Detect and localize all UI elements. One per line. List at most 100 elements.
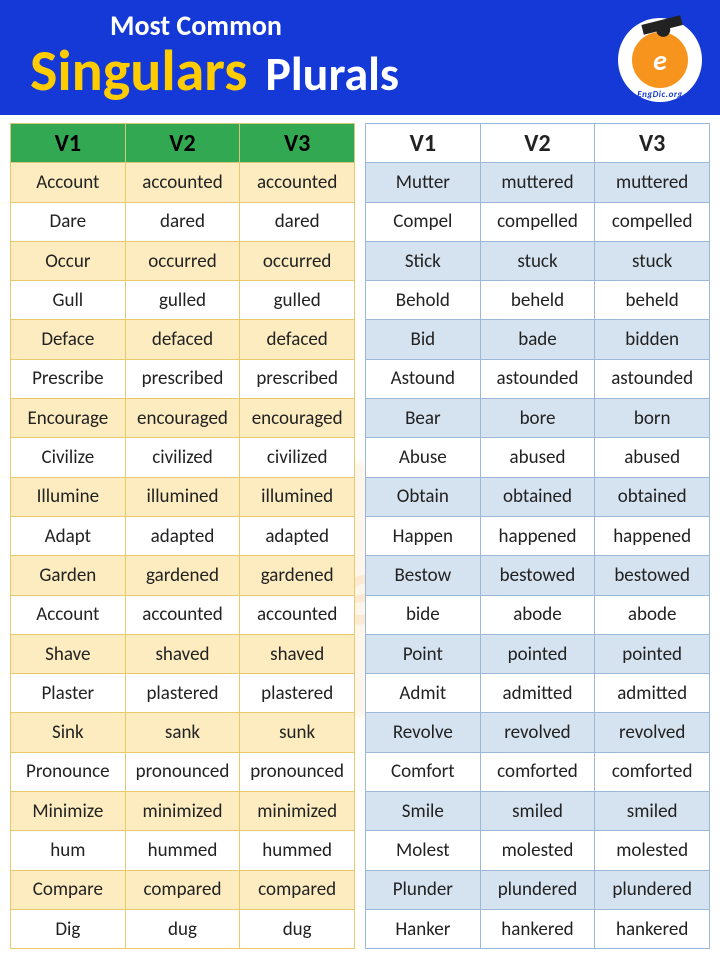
table-cell: Mutter bbox=[366, 163, 481, 202]
table-cell: adapted bbox=[240, 516, 355, 555]
table-cell: shaved bbox=[125, 634, 240, 673]
table-cell: Admit bbox=[366, 674, 481, 713]
table-row: Revolverevolvedrevolved bbox=[366, 713, 710, 752]
table-cell: Molest bbox=[366, 831, 481, 870]
table-cell: pointed bbox=[595, 634, 710, 673]
table-cell: plundered bbox=[480, 870, 595, 909]
table-cell: Plaster bbox=[11, 674, 126, 713]
table-cell: abode bbox=[480, 595, 595, 634]
table-row: Adaptadaptedadapted bbox=[11, 516, 355, 555]
table-cell: defaced bbox=[240, 320, 355, 359]
col-header: V1 bbox=[11, 124, 126, 163]
tables-container: V1 V2 V3 AccountaccountedaccountedDareda… bbox=[0, 115, 720, 959]
table-cell: plastered bbox=[125, 674, 240, 713]
table-cell: occurred bbox=[240, 241, 355, 280]
table-cell: pronounced bbox=[240, 752, 355, 791]
table-row: Stickstuckstuck bbox=[366, 241, 710, 280]
table-cell: defaced bbox=[125, 320, 240, 359]
table-cell: comforted bbox=[595, 752, 710, 791]
table-row: Pronouncepronouncedpronounced bbox=[11, 752, 355, 791]
table-cell: sunk bbox=[240, 713, 355, 752]
table-cell: gulled bbox=[240, 281, 355, 320]
table-cell: beheld bbox=[480, 281, 595, 320]
table-cell: compared bbox=[125, 870, 240, 909]
table-row: Abuseabusedabused bbox=[366, 438, 710, 477]
table-cell: dug bbox=[240, 909, 355, 948]
table-cell: Stick bbox=[366, 241, 481, 280]
table-cell: Civilize bbox=[11, 438, 126, 477]
table-cell: civilized bbox=[125, 438, 240, 477]
table-cell: Bestow bbox=[366, 556, 481, 595]
table-cell: encouraged bbox=[125, 399, 240, 438]
logo-badge: www. EngDic.org e bbox=[618, 18, 702, 102]
table-cell: Hanker bbox=[366, 909, 481, 948]
table-cell: civilized bbox=[240, 438, 355, 477]
table-cell: gulled bbox=[125, 281, 240, 320]
table-cell: compelled bbox=[480, 202, 595, 241]
table-cell: minimized bbox=[125, 792, 240, 831]
table-cell: muttered bbox=[595, 163, 710, 202]
table-row: Defacedefaceddefaced bbox=[11, 320, 355, 359]
table-cell: Compel bbox=[366, 202, 481, 241]
title-singulars: Singulars bbox=[30, 35, 247, 106]
table-cell: Garden bbox=[11, 556, 126, 595]
table-cell: pointed bbox=[480, 634, 595, 673]
table-cell: Illumine bbox=[11, 477, 126, 516]
table-cell: revolved bbox=[480, 713, 595, 752]
table-row: Molestmolestedmolested bbox=[366, 831, 710, 870]
table-row: humhummedhummed bbox=[11, 831, 355, 870]
table-row: Muttermutteredmuttered bbox=[366, 163, 710, 202]
table-cell: astounded bbox=[595, 359, 710, 398]
table-cell: prescribed bbox=[240, 359, 355, 398]
table-cell: bore bbox=[480, 399, 595, 438]
table-row: Minimizeminimizedminimized bbox=[11, 792, 355, 831]
table-cell: revolved bbox=[595, 713, 710, 752]
table-cell: Minimize bbox=[11, 792, 126, 831]
table-cell: Revolve bbox=[366, 713, 481, 752]
table-cell: astounded bbox=[480, 359, 595, 398]
table-cell: dared bbox=[125, 202, 240, 241]
table-cell: accounted bbox=[125, 163, 240, 202]
table-row: Sinksanksunk bbox=[11, 713, 355, 752]
table-cell: Smile bbox=[366, 792, 481, 831]
table-cell: Account bbox=[11, 163, 126, 202]
table-cell: Adapt bbox=[11, 516, 126, 555]
table-row: Hankerhankeredhankered bbox=[366, 909, 710, 948]
table-cell: abused bbox=[595, 438, 710, 477]
col-header: V3 bbox=[240, 124, 355, 163]
table-cell: Occur bbox=[11, 241, 126, 280]
table-cell: Bid bbox=[366, 320, 481, 359]
table-cell: compelled bbox=[595, 202, 710, 241]
table-row: Happenhappenedhappened bbox=[366, 516, 710, 555]
table-row: Comfortcomfortedcomforted bbox=[366, 752, 710, 791]
table-cell: shaved bbox=[240, 634, 355, 673]
table-row: Gullgulledgulled bbox=[11, 281, 355, 320]
table-cell: Obtain bbox=[366, 477, 481, 516]
left-table: V1 V2 V3 AccountaccountedaccountedDareda… bbox=[10, 123, 355, 949]
table-cell: Account bbox=[11, 595, 126, 634]
left-header-row: V1 V2 V3 bbox=[11, 124, 355, 163]
table-cell: born bbox=[595, 399, 710, 438]
table-cell: beheld bbox=[595, 281, 710, 320]
table-cell: happened bbox=[595, 516, 710, 555]
table-cell: gardened bbox=[125, 556, 240, 595]
table-row: Bestowbestowedbestowed bbox=[366, 556, 710, 595]
table-cell: hankered bbox=[595, 909, 710, 948]
table-cell: Happen bbox=[366, 516, 481, 555]
table-cell: dared bbox=[240, 202, 355, 241]
table-cell: Prescribe bbox=[11, 359, 126, 398]
table-cell: molested bbox=[480, 831, 595, 870]
table-row: Obtainobtainedobtained bbox=[366, 477, 710, 516]
title-row: Singulars Plurals bbox=[30, 35, 700, 106]
table-cell: prescribed bbox=[125, 359, 240, 398]
table-cell: Compare bbox=[11, 870, 126, 909]
table-cell: Plunder bbox=[366, 870, 481, 909]
table-cell: Dig bbox=[11, 909, 126, 948]
table-cell: bidden bbox=[595, 320, 710, 359]
table-cell: comforted bbox=[480, 752, 595, 791]
logo-circle: e bbox=[632, 32, 688, 88]
table-cell: hankered bbox=[480, 909, 595, 948]
table-row: Occuroccurredoccurred bbox=[11, 241, 355, 280]
table-cell: Shave bbox=[11, 634, 126, 673]
table-cell: Dare bbox=[11, 202, 126, 241]
